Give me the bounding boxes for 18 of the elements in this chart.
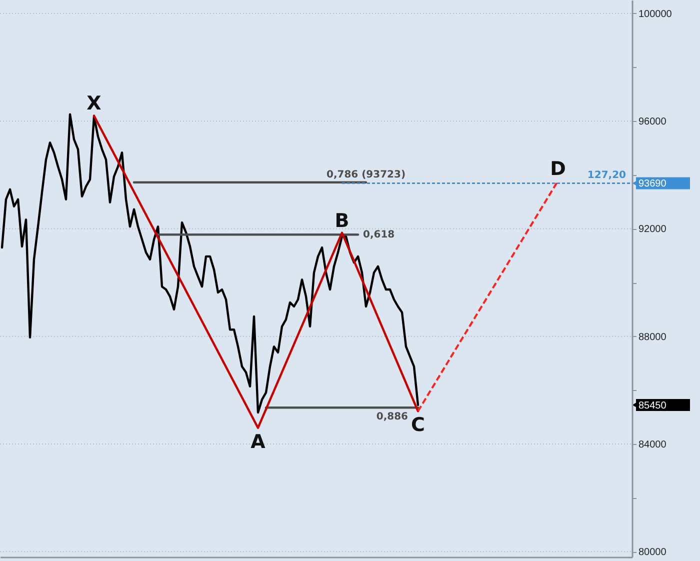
y-tick-label: 85450 — [638, 400, 667, 412]
data-label: X — [86, 92, 102, 115]
data-label: A — [250, 430, 266, 453]
y-tick-label: 88000 — [638, 332, 667, 343]
line-series — [0, 113, 420, 414]
y-tick-label: 96000 — [638, 116, 667, 128]
y-tick-label: 92000 — [638, 224, 667, 236]
y-tick-label: 80000 — [638, 547, 667, 558]
y-tick-label: 100000 — [638, 8, 672, 20]
series-label: 0,786 (93723) — [326, 169, 406, 180]
data-label: D — [550, 158, 566, 180]
series-label: 0,618 — [363, 230, 395, 241]
y-tick-label: 84000 — [638, 439, 667, 450]
data-label: C — [411, 414, 425, 436]
y-tick-label: 93690 — [638, 178, 667, 190]
data-label: B — [334, 210, 350, 232]
series-label: 0,886 — [376, 412, 408, 423]
series-label: 127,20 — [587, 170, 626, 182]
